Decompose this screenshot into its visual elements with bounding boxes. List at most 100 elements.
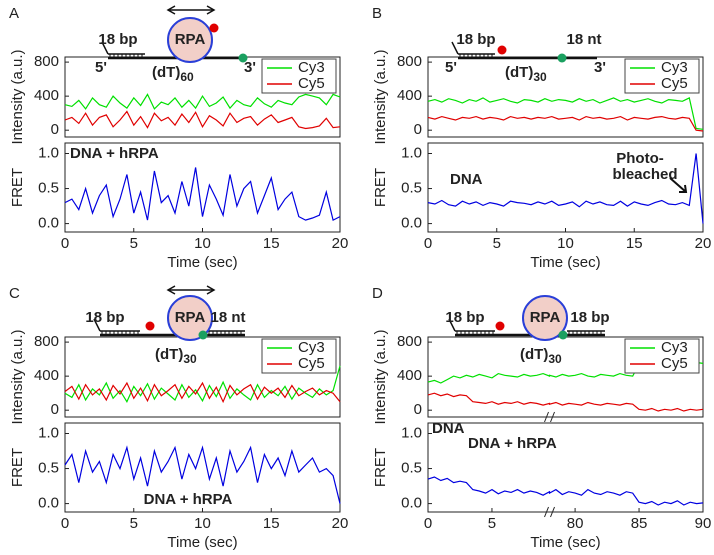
- arrow-head: [166, 285, 216, 295]
- plot-frame: [427, 422, 704, 513]
- annotation: DNA + hRPA: [144, 491, 233, 508]
- strand-length: 30: [183, 352, 197, 366]
- trace: [64, 110, 341, 130]
- trace: [64, 93, 341, 110]
- panel-label: A: [9, 5, 19, 22]
- x-tick-label: 0: [61, 515, 69, 532]
- y-tick-label: 800: [397, 53, 422, 70]
- y-tick-label: 1.0: [401, 144, 422, 161]
- y-tick-label: 400: [34, 367, 59, 384]
- legend-box: [624, 338, 700, 374]
- cy3-dye: [238, 53, 248, 63]
- duplex-label: 18 bp: [456, 31, 495, 48]
- x-tick-label: 15: [626, 235, 643, 252]
- x-axis-label: Time (sec): [167, 254, 237, 271]
- y-tick-label: 0.0: [38, 495, 59, 512]
- dna-end: [93, 318, 101, 332]
- annotation: DNA + hRPA: [468, 435, 557, 452]
- x-tick-label: 15: [263, 515, 280, 532]
- x-tick-label: 80: [567, 515, 584, 532]
- y-tick-label: 1.0: [401, 424, 422, 441]
- x-tick-label: 20: [695, 235, 712, 252]
- legend-label: Cy5: [298, 75, 325, 92]
- y-tick-label: 400: [34, 87, 59, 104]
- y-tick-label: 0.5: [401, 460, 422, 477]
- y-tick-label: 0: [414, 121, 422, 138]
- y-tick-label: 400: [397, 87, 422, 104]
- duplex-label: 18 bp: [445, 309, 484, 326]
- cy5-dye: [495, 321, 505, 331]
- x-tick-label: 10: [194, 235, 211, 252]
- y-tick-label: 0.0: [401, 495, 422, 512]
- strand-name: (dT): [505, 64, 533, 81]
- legend-box: [261, 338, 337, 374]
- legend-label: Cy3: [661, 339, 688, 356]
- y-tick-label: 0.5: [401, 180, 422, 197]
- duplex-label: 18 bp: [85, 309, 124, 326]
- legend-label: Cy3: [298, 339, 325, 356]
- y-axis-label: FRET: [372, 448, 389, 487]
- rpa-label: RPA: [175, 309, 206, 326]
- strand-name: (dT): [520, 346, 548, 363]
- panel-label: B: [372, 5, 382, 22]
- y-axis-label: Intensity (a.u.): [372, 329, 389, 424]
- y-axis-label: Intensity (a.u.): [9, 329, 26, 424]
- x-tick-label: 5: [488, 515, 496, 532]
- panel-label: D: [372, 285, 383, 302]
- annotation: DNA + hRPA: [70, 145, 159, 162]
- legend-label: Cy3: [661, 59, 688, 76]
- y-tick-label: 1.0: [38, 424, 59, 441]
- strand-length: 60: [180, 70, 194, 84]
- legend-box: [624, 58, 700, 94]
- axis-break: [544, 506, 555, 518]
- y-axis-label: Intensity (a.u.): [9, 49, 26, 144]
- y-tick-label: 0: [51, 401, 59, 418]
- strand-label: (dT)30: [520, 346, 562, 366]
- duplex-label: 18 bp: [98, 31, 137, 48]
- y-axis-label: FRET: [372, 168, 389, 207]
- strand-label: (dT)30: [505, 64, 547, 84]
- legend-label: Cy5: [298, 355, 325, 372]
- y-tick-label: 1.0: [38, 144, 59, 161]
- trace: [427, 115, 704, 132]
- y-axis-label: FRET: [9, 448, 26, 487]
- overhang-label: 18 nt: [210, 309, 245, 326]
- x-axis-label: Time (sec): [167, 534, 237, 551]
- x-axis-label: Time (sec): [530, 534, 600, 551]
- annotation: DNA: [450, 171, 483, 188]
- rpa-protein: [522, 295, 568, 341]
- dna-end: [448, 318, 456, 332]
- strand-length: 30: [548, 352, 562, 366]
- dna-end: [101, 41, 109, 55]
- x-tick-label: 5: [130, 515, 138, 532]
- x-tick-label: 0: [424, 235, 432, 252]
- rpa-label: RPA: [530, 309, 561, 326]
- x-tick-label: 5: [130, 235, 138, 252]
- y-tick-label: 0.5: [38, 180, 59, 197]
- strand-length: 30: [533, 70, 547, 84]
- x-tick-label: 10: [194, 515, 211, 532]
- y-axis-label: FRET: [9, 168, 26, 207]
- x-tick-label: 0: [61, 235, 69, 252]
- three-prime: 3': [594, 59, 606, 76]
- legend-label: Cy5: [661, 355, 688, 372]
- y-tick-label: 0: [414, 401, 422, 418]
- three-prime: 3': [244, 59, 256, 76]
- trace: [64, 445, 341, 504]
- cy5-dye: [497, 45, 507, 55]
- cy3-dye: [558, 330, 568, 340]
- strand-name: (dT): [155, 346, 183, 363]
- rpa-label: RPA: [175, 31, 206, 48]
- strand-label: (dT)30: [155, 346, 197, 366]
- trace: [64, 167, 341, 221]
- cy5-dye: [209, 23, 219, 33]
- strand-name: (dT): [152, 64, 180, 81]
- cy3-dye: [198, 330, 208, 340]
- rpa-protein: [167, 17, 213, 63]
- y-tick-label: 400: [397, 367, 422, 384]
- x-tick-label: 10: [557, 235, 574, 252]
- annotation: Photo-: [616, 150, 663, 167]
- five-prime: 5': [95, 59, 107, 76]
- y-tick-label: 0.0: [401, 215, 422, 232]
